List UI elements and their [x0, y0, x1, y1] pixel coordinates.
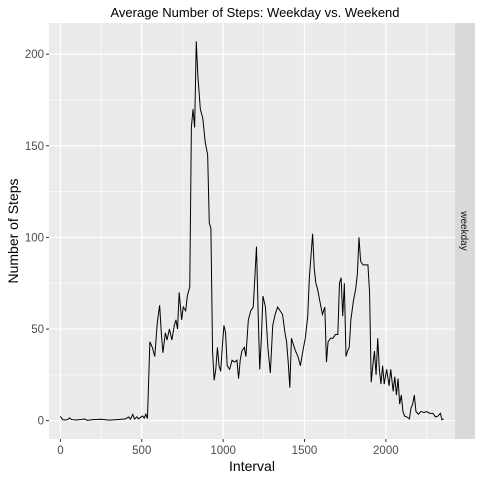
plot-panel: [49, 23, 455, 439]
x-tick-label: 0: [57, 445, 63, 457]
x-tick-label: 1000: [210, 445, 236, 457]
x-tick-label: 1500: [292, 445, 318, 457]
series-line-weekday: [59, 41, 444, 421]
x-tick-label: 2000: [373, 445, 399, 457]
y-axis-title: Number of Steps: [5, 178, 21, 283]
x-tick-label: 500: [132, 445, 151, 457]
chart-title: Average Number of Steps: Weekday vs. Wee…: [110, 5, 399, 20]
y-axis-ticks: 0 50 100 150 200: [25, 49, 49, 428]
y-tick-label: 50: [31, 324, 44, 336]
y-tick-label: 200: [25, 49, 44, 61]
y-tick-label: 0: [38, 416, 44, 428]
y-tick-label: 150: [25, 141, 44, 153]
facet-strip: [455, 23, 475, 439]
facet-strip-label: weekday: [458, 210, 469, 250]
y-tick-label: 100: [25, 232, 44, 244]
x-axis-title: Interval: [229, 458, 275, 474]
grid-lines: [49, 23, 455, 439]
x-axis-ticks: 0 500 1000 1500 2000: [57, 439, 399, 457]
